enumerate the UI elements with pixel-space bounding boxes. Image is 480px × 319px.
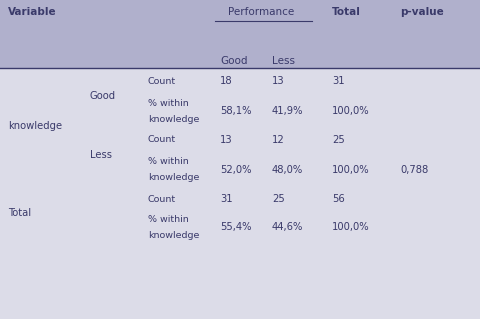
Text: Variable: Variable (8, 7, 57, 17)
Text: 58,1%: 58,1% (220, 106, 252, 116)
Text: 31: 31 (332, 76, 345, 86)
Text: Count: Count (148, 77, 176, 85)
Text: 25: 25 (332, 135, 345, 145)
Text: 13: 13 (272, 76, 285, 86)
Text: Total: Total (8, 208, 31, 218)
Text: 13: 13 (220, 135, 233, 145)
Text: Good: Good (90, 91, 116, 101)
Text: Count: Count (148, 195, 176, 204)
Text: 25: 25 (272, 194, 285, 204)
Text: 52,0%: 52,0% (220, 165, 252, 175)
Text: % within: % within (148, 214, 189, 224)
Text: 12: 12 (272, 135, 285, 145)
Text: knowledge: knowledge (148, 174, 199, 182)
Text: 100,0%: 100,0% (332, 222, 370, 232)
Text: knowledge: knowledge (148, 115, 199, 123)
Text: 100,0%: 100,0% (332, 165, 370, 175)
Text: Count: Count (148, 136, 176, 145)
Text: 31: 31 (220, 194, 233, 204)
Text: 0,788: 0,788 (400, 165, 428, 175)
Text: Less: Less (90, 150, 112, 160)
Text: knowledge: knowledge (8, 121, 62, 131)
Text: 18: 18 (220, 76, 233, 86)
Text: 41,9%: 41,9% (272, 106, 303, 116)
Text: 55,4%: 55,4% (220, 222, 252, 232)
Text: knowledge: knowledge (148, 231, 199, 240)
Text: % within: % within (148, 99, 189, 108)
Bar (0, 68, 480, 319)
Text: 100,0%: 100,0% (332, 106, 370, 116)
Text: 44,6%: 44,6% (272, 222, 303, 232)
Text: Total: Total (332, 7, 361, 17)
Text: 48,0%: 48,0% (272, 165, 303, 175)
Text: 56: 56 (332, 194, 345, 204)
Text: Performance: Performance (228, 7, 294, 17)
Text: % within: % within (148, 158, 189, 167)
Bar (0, 0, 480, 68)
Text: Less: Less (272, 56, 295, 66)
Text: Good: Good (220, 56, 248, 66)
Text: p-value: p-value (400, 7, 444, 17)
